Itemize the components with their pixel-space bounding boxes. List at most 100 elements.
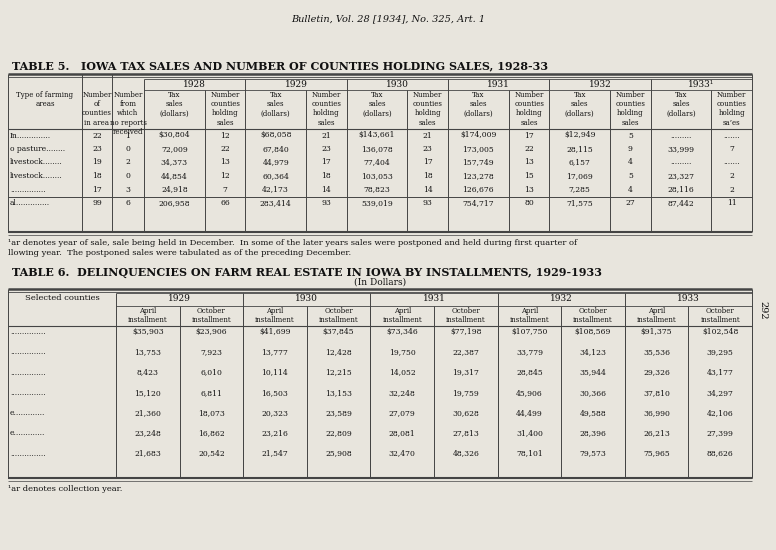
Text: 11: 11: [727, 199, 736, 207]
Text: $108,569: $108,569: [575, 328, 611, 336]
Text: 206,958: 206,958: [158, 199, 190, 207]
Text: 10,114: 10,114: [262, 368, 289, 377]
Text: 1931: 1931: [423, 294, 445, 303]
Text: 2: 2: [729, 185, 734, 194]
Text: Tax
sales
(dollars): Tax sales (dollars): [463, 91, 494, 117]
Text: 7: 7: [223, 185, 227, 194]
Text: 19,750: 19,750: [389, 348, 416, 356]
Text: 1932: 1932: [550, 294, 573, 303]
Text: 48,326: 48,326: [452, 449, 480, 458]
Text: 23,327: 23,327: [667, 172, 695, 180]
Text: ¹ar denotes year of sale, sale being held in December.  In some of the later yea: ¹ar denotes year of sale, sale being hel…: [8, 239, 577, 247]
Text: 22: 22: [525, 145, 534, 153]
Text: Number
counties
holding
sales: Number counties holding sales: [311, 91, 341, 126]
Text: 71,575: 71,575: [566, 199, 593, 207]
Text: .........: .........: [670, 131, 691, 140]
Text: 6,010: 6,010: [200, 368, 223, 377]
Text: 21: 21: [423, 131, 432, 140]
Text: 32,470: 32,470: [389, 449, 416, 458]
Text: ...............: ...............: [10, 328, 46, 336]
Text: al..............: al..............: [10, 199, 50, 207]
Text: $102,548: $102,548: [702, 328, 739, 336]
Text: 20,542: 20,542: [198, 449, 225, 458]
Text: e.............: e.............: [10, 430, 45, 437]
Text: 60,364: 60,364: [262, 172, 289, 180]
Text: 27: 27: [625, 199, 636, 207]
Text: 22: 22: [220, 145, 230, 153]
Text: 79,573: 79,573: [580, 449, 606, 458]
Text: 754,717: 754,717: [462, 199, 494, 207]
Text: 77,404: 77,404: [364, 158, 390, 167]
Text: 12: 12: [220, 172, 230, 180]
Text: TABLE 6.  DELINQUENCIES ON FARM REAL ESTATE IN IOWA BY INSTALLMENTS, 1929-1933: TABLE 6. DELINQUENCIES ON FARM REAL ESTA…: [12, 267, 602, 278]
Text: livestock........: livestock........: [10, 172, 63, 180]
Text: ¹ar denotes collection year.: ¹ar denotes collection year.: [8, 485, 123, 493]
Text: October
installment: October installment: [573, 307, 613, 324]
Text: 35,536: 35,536: [643, 348, 670, 356]
Text: 6,157: 6,157: [569, 158, 591, 167]
Text: 31,400: 31,400: [516, 430, 543, 437]
Text: 7: 7: [729, 145, 734, 153]
Text: 19: 19: [92, 158, 102, 167]
Text: Tax
sales
(dollars): Tax sales (dollars): [667, 91, 696, 117]
Text: 28,845: 28,845: [516, 368, 542, 377]
Text: 12,428: 12,428: [325, 348, 352, 356]
Text: 34,123: 34,123: [580, 348, 607, 356]
Text: 5: 5: [628, 131, 633, 140]
Text: 21: 21: [321, 131, 331, 140]
Text: 22,809: 22,809: [325, 430, 352, 437]
Text: 28,396: 28,396: [580, 430, 606, 437]
Text: 30,366: 30,366: [580, 389, 607, 397]
Text: 32,248: 32,248: [389, 389, 416, 397]
Text: Number
from
which
no reports
received: Number from which no reports received: [109, 91, 147, 136]
Text: 14,052: 14,052: [389, 368, 416, 377]
Text: 29,326: 29,326: [643, 368, 670, 377]
Text: 34,297: 34,297: [707, 389, 733, 397]
Text: 2: 2: [729, 172, 734, 180]
Text: $35,903: $35,903: [132, 328, 164, 336]
Text: $174,009: $174,009: [460, 131, 497, 140]
Text: 23,589: 23,589: [325, 409, 352, 417]
Text: 21,683: 21,683: [134, 449, 161, 458]
Text: 13,153: 13,153: [325, 389, 352, 397]
Text: $107,750: $107,750: [511, 328, 548, 336]
Text: e.............: e.............: [10, 409, 45, 417]
Text: 13,753: 13,753: [134, 348, 161, 356]
Text: $91,375: $91,375: [641, 328, 673, 336]
Text: 20,323: 20,323: [262, 409, 289, 417]
Text: 39,295: 39,295: [707, 348, 733, 356]
Text: 15,120: 15,120: [134, 389, 161, 397]
Text: $77,198: $77,198: [450, 328, 482, 336]
Text: 136,078: 136,078: [361, 145, 393, 153]
Text: 18: 18: [92, 172, 102, 180]
Text: 283,414: 283,414: [260, 199, 292, 207]
Text: ...............: ...............: [10, 348, 46, 356]
Text: 27,079: 27,079: [389, 409, 416, 417]
Text: livestock........: livestock........: [10, 158, 63, 167]
Text: Type of farming
areas: Type of farming areas: [16, 91, 74, 108]
Text: 1930: 1930: [386, 80, 409, 89]
Text: 15: 15: [525, 172, 534, 180]
Text: Tax
sales
(dollars): Tax sales (dollars): [362, 91, 392, 117]
Text: April
installment: April installment: [510, 307, 549, 324]
Text: 22,387: 22,387: [452, 348, 480, 356]
Text: 33,999: 33,999: [667, 145, 695, 153]
Text: 7,923: 7,923: [200, 348, 223, 356]
Text: Tax
sales
(dollars): Tax sales (dollars): [565, 91, 594, 117]
Text: 539,019: 539,019: [361, 199, 393, 207]
Text: .........: .........: [670, 158, 691, 167]
Text: $37,845: $37,845: [323, 328, 355, 336]
Text: 35,944: 35,944: [580, 368, 606, 377]
Text: 5: 5: [628, 172, 633, 180]
Text: (In Dollars): (In Dollars): [354, 278, 406, 287]
Text: ...............: ...............: [10, 185, 46, 194]
Text: .......: .......: [723, 131, 740, 140]
Text: ...............: ...............: [10, 368, 46, 377]
Text: $12,949: $12,949: [564, 131, 595, 140]
Text: $30,804: $30,804: [158, 131, 190, 140]
Text: 6: 6: [126, 199, 130, 207]
Text: 8,423: 8,423: [137, 368, 159, 377]
Text: 25,908: 25,908: [325, 449, 352, 458]
Text: ...............: ...............: [10, 389, 46, 397]
Text: 0: 0: [126, 172, 130, 180]
